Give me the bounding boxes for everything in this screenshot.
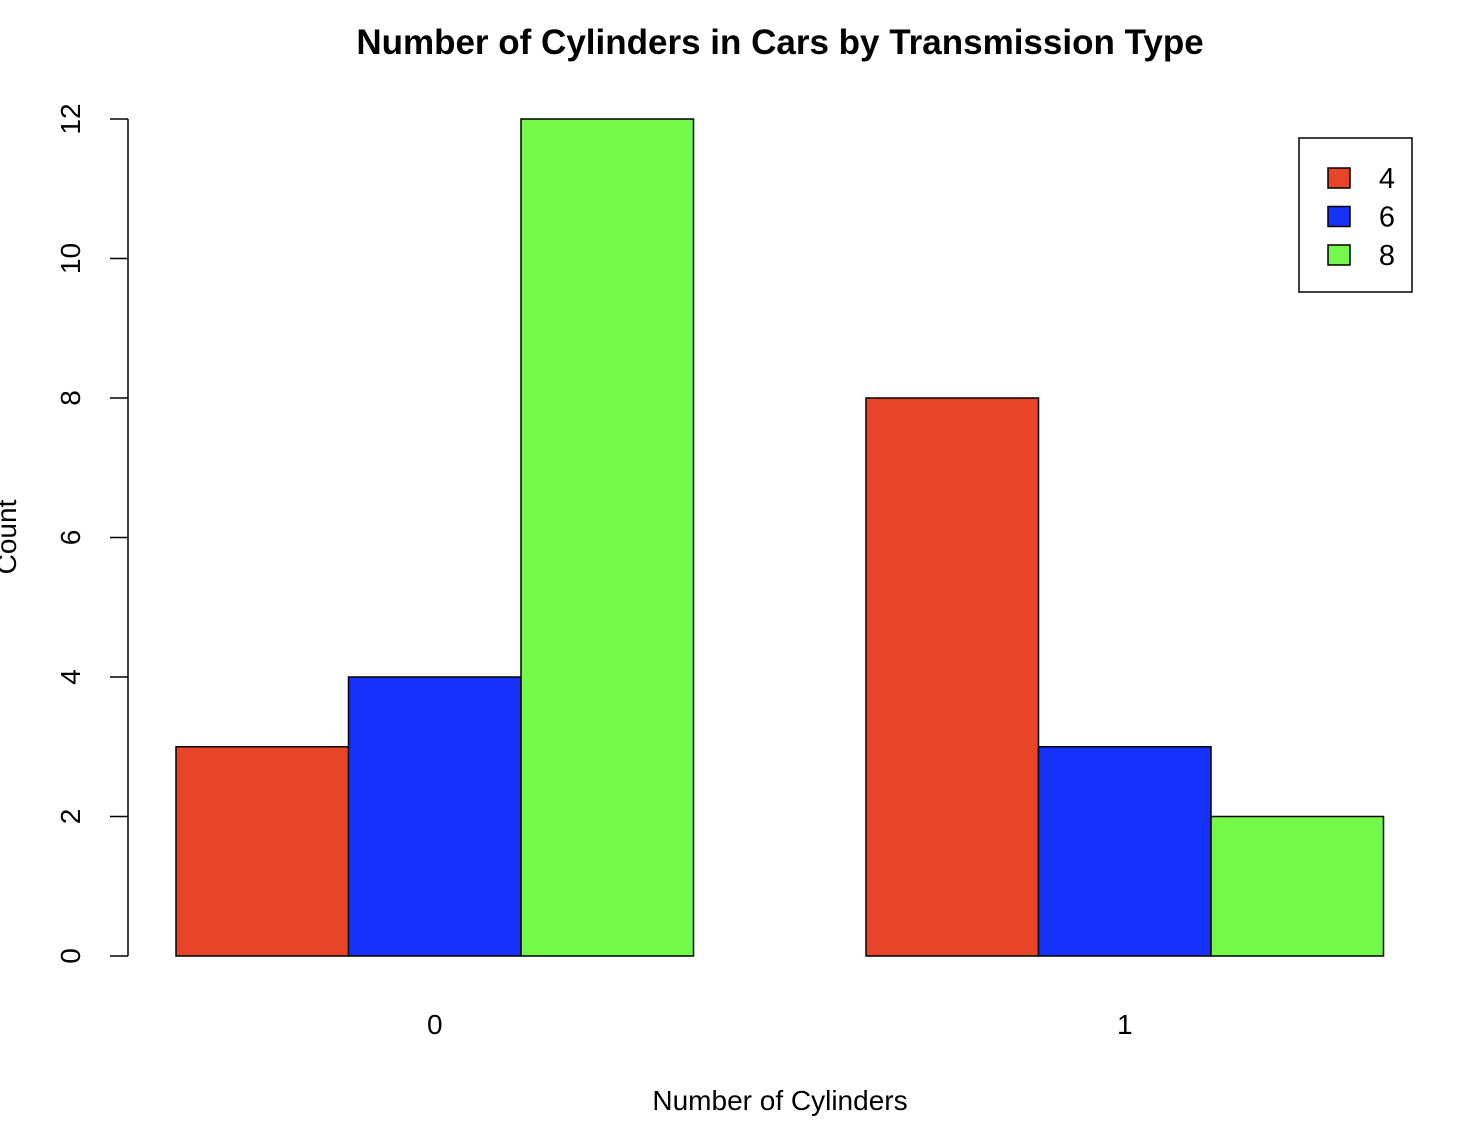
y-axis-label: Count bbox=[0, 499, 22, 574]
y-tick-label: 4 bbox=[55, 669, 86, 685]
legend-box bbox=[1298, 137, 1413, 293]
legend-label-6: 6 bbox=[1379, 202, 1395, 234]
bar-1-8 bbox=[1210, 815, 1385, 957]
legend-label-4: 4 bbox=[1379, 163, 1395, 195]
legend-swatch-6 bbox=[1327, 205, 1351, 228]
bars bbox=[175, 118, 1385, 957]
legend-swatch-4 bbox=[1327, 167, 1351, 189]
bar-0-6 bbox=[347, 676, 522, 957]
bar-0-4 bbox=[175, 746, 350, 957]
bar-0-8 bbox=[520, 118, 695, 957]
y-tick-label: 6 bbox=[55, 530, 86, 546]
legend-label-8: 8 bbox=[1379, 240, 1395, 272]
chart-title: Number of Cylinders in Cars by Transmiss… bbox=[356, 23, 1203, 62]
x-axis-label: Number of Cylinders bbox=[652, 1085, 907, 1116]
bar-1-4 bbox=[865, 397, 1040, 957]
legend-swatch-8 bbox=[1327, 244, 1351, 266]
y-tick-label: 0 bbox=[55, 948, 86, 964]
bar-1-6 bbox=[1037, 746, 1212, 957]
legend: 4 6 8 bbox=[1298, 137, 1413, 293]
y-tick-label: 12 bbox=[55, 103, 86, 134]
y-tick-label: 10 bbox=[55, 243, 86, 274]
y-axis: 0 2 4 6 8 10 12 bbox=[55, 103, 129, 964]
y-tick-label: 8 bbox=[55, 390, 86, 406]
x-tick-label: 0 bbox=[427, 1009, 443, 1040]
y-tick-label: 2 bbox=[55, 809, 86, 825]
x-tick-label: 1 bbox=[1117, 1009, 1133, 1040]
